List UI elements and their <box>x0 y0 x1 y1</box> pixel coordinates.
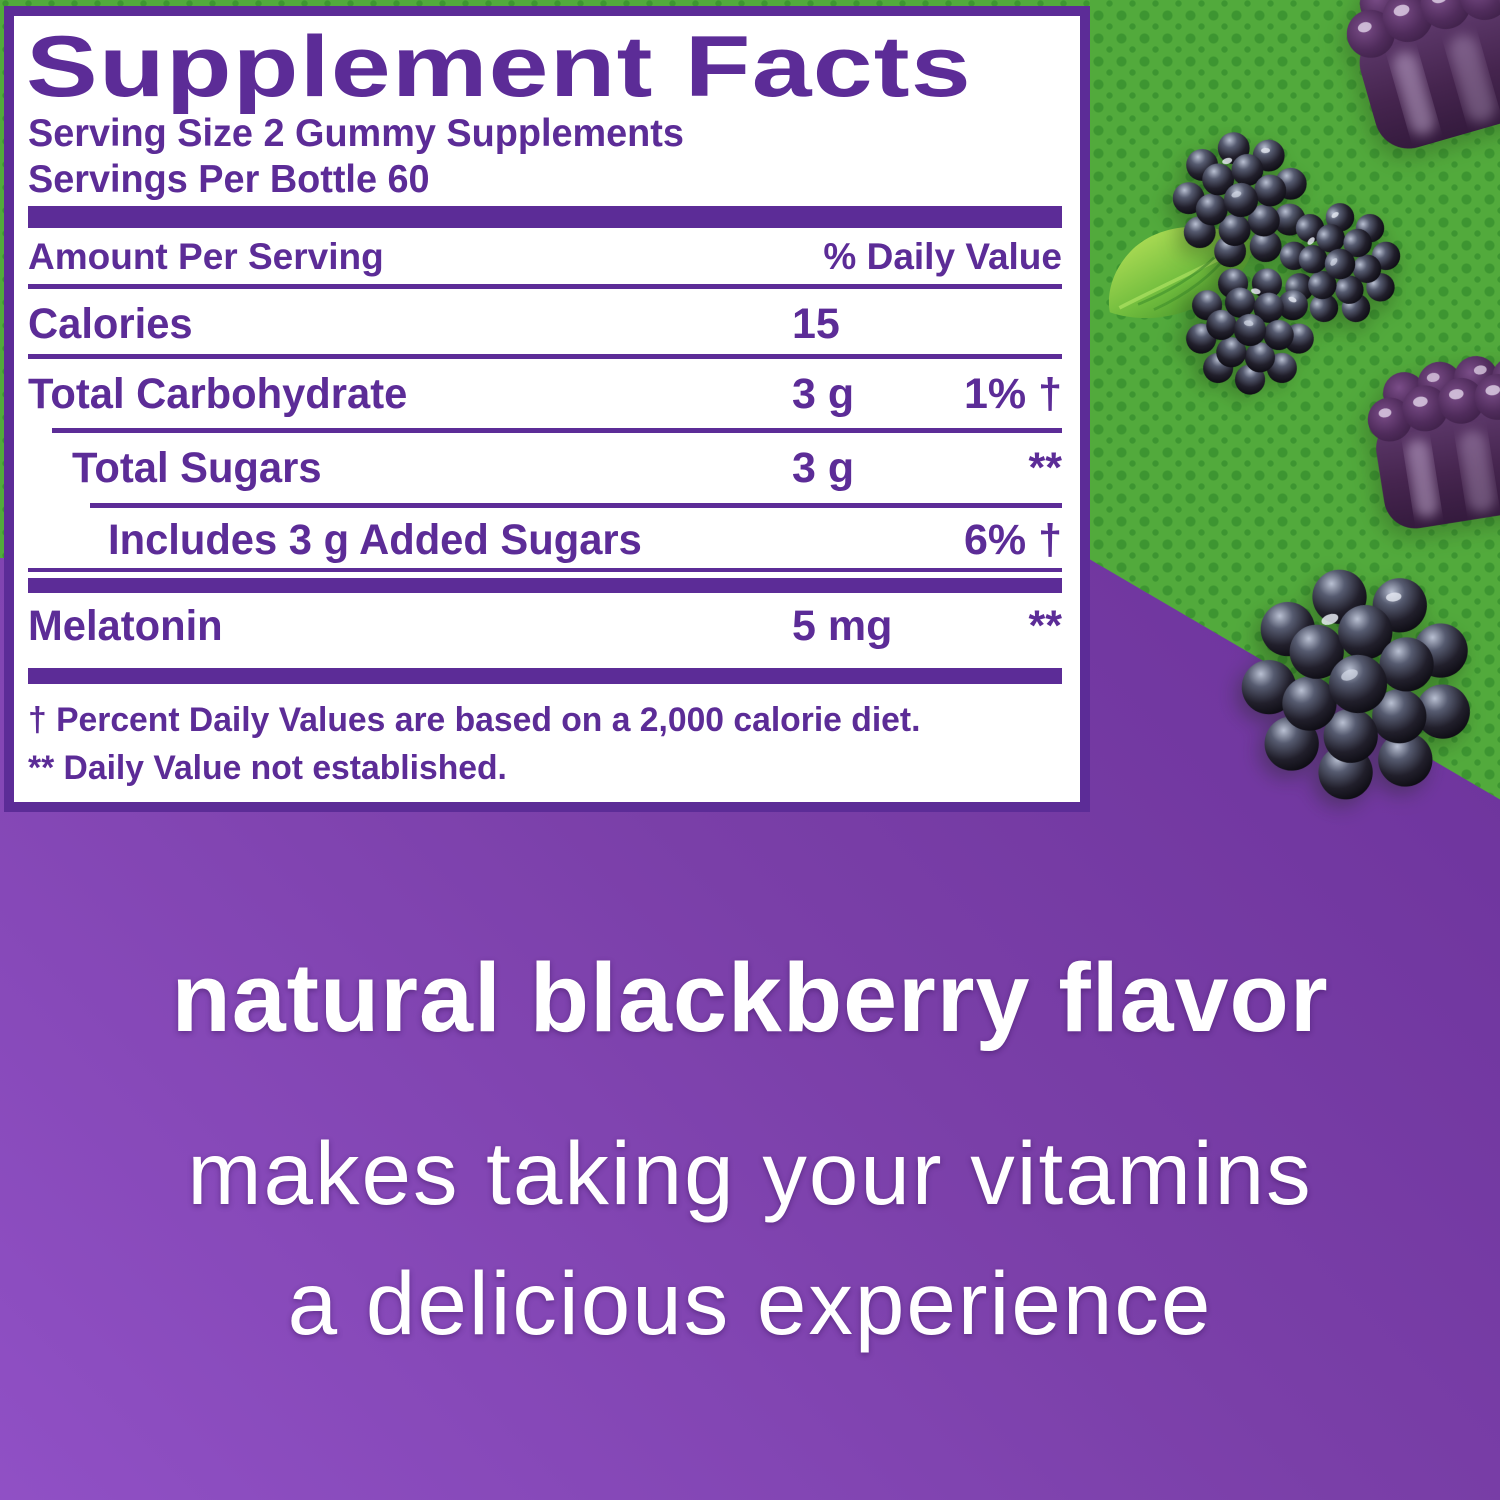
row-label: Total Sugars <box>72 444 322 492</box>
divider <box>28 568 1062 572</box>
big-blackberry-icon <box>1227 558 1488 816</box>
footnote-daily-value: † Percent Daily Values are based on a 2,… <box>28 701 921 739</box>
divider-thick <box>28 578 1062 593</box>
row-label: Includes 3 g Added Sugars <box>108 516 642 564</box>
tagline-headline: natural blackberry flavor <box>171 943 1329 1052</box>
table-row-melatonin: Melatonin 5 mg ** <box>14 602 1080 658</box>
servings-per-bottle: Servings Per Bottle 60 <box>28 158 430 201</box>
divider <box>28 284 1062 289</box>
row-label: Melatonin <box>28 602 223 650</box>
row-daily-value: 6% † <box>963 516 1062 564</box>
supplement-facts-panel: Supplement Facts Serving Size 2 Gummy Su… <box>4 6 1090 812</box>
divider <box>28 354 1062 359</box>
serving-size: Serving Size 2 Gummy Supplements <box>28 112 684 155</box>
row-daily-value: ** <box>1028 602 1062 650</box>
divider-thick <box>28 668 1062 684</box>
tagline-line2: makes taking your vitamins <box>187 1123 1313 1223</box>
facts-title: Supplement Facts <box>26 19 972 115</box>
divider-thick <box>28 206 1062 228</box>
tagline-line3: a delicious experience <box>287 1253 1213 1353</box>
row-daily-value: 1% † <box>963 370 1062 418</box>
row-daily-value: ** <box>1028 444 1062 492</box>
column-header-row: Amount Per Serving % Daily Value <box>14 236 1080 280</box>
divider-indented <box>90 503 1062 508</box>
footnote-not-established: ** Daily Value not established. <box>28 749 507 787</box>
amount-per-serving-header: Amount Per Serving <box>28 236 384 277</box>
table-row-total-sugars: Total Sugars 3 g ** <box>14 444 1080 500</box>
row-label: Total Carbohydrate <box>28 370 408 418</box>
table-row-total-carbohydrate: Total Carbohydrate 3 g 1% † <box>14 370 1080 426</box>
row-amount: 3 g <box>792 370 855 418</box>
row-amount: 15 <box>792 300 840 348</box>
row-label: Calories <box>28 300 193 348</box>
table-row-added-sugars: Includes 3 g Added Sugars 6% † <box>14 516 1080 572</box>
daily-value-header: % Daily Value <box>823 236 1062 277</box>
blackberry-cluster <box>1102 118 1442 421</box>
table-row-calories: Calories 15 <box>14 300 1080 356</box>
row-amount: 3 g <box>792 444 855 492</box>
row-amount: 5 mg <box>792 602 893 650</box>
divider-indented <box>52 428 1062 433</box>
